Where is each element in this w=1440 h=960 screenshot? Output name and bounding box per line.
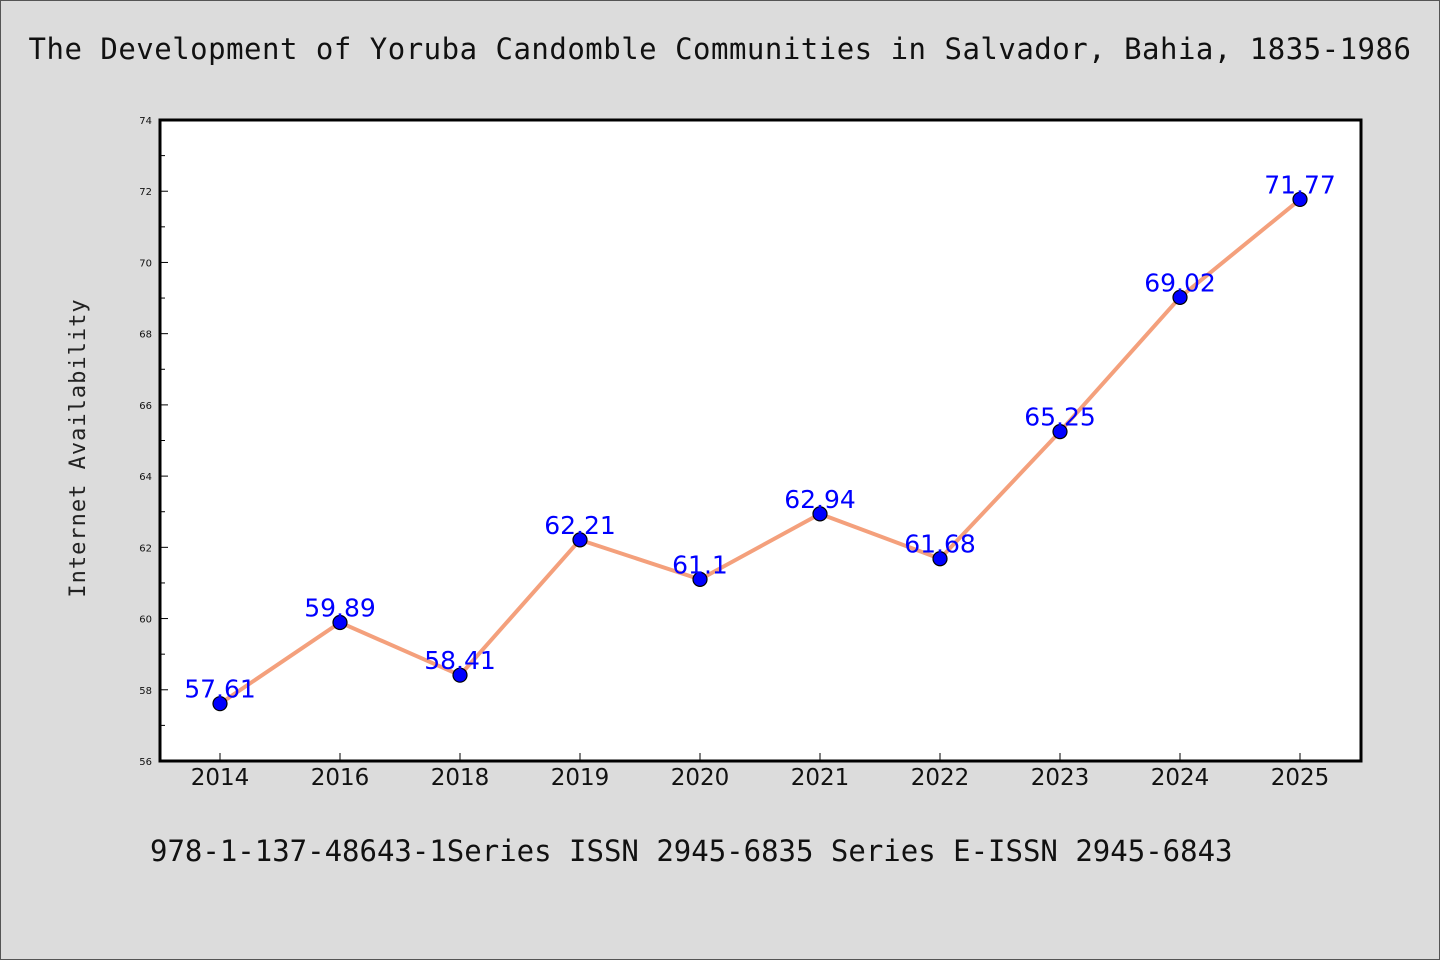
data-point (812, 506, 828, 522)
data-label: 61.1 (672, 550, 728, 579)
data-label: 61.68 (904, 530, 976, 559)
y-tick-label: 62 (139, 543, 152, 554)
x-tick-label: 2025 (1271, 765, 1330, 791)
y-axis-ticks: 56 58 60 62 64 66 68 70 72 74 (139, 116, 168, 768)
y-tick-label: 64 (139, 472, 152, 483)
x-tick-label: 2014 (191, 765, 250, 791)
x-tick-label: 2016 (311, 765, 370, 791)
y-tick-label: 72 (139, 187, 152, 198)
data-label-group: 57.61 59.89 58.41 62.21 61.1 62.94 61.68 65.25 6… (184, 170, 1336, 703)
y-tick-label: 70 (139, 258, 152, 269)
plot-area (158, 118, 1363, 763)
data-label: 65.25 (1024, 403, 1096, 432)
y-tick-label: 56 (139, 757, 152, 768)
data-label: 62.94 (784, 485, 856, 514)
y-tick-label: 74 (139, 116, 152, 127)
y-tick-label: 58 (139, 686, 152, 697)
y-axis-label: Internet Availability (66, 298, 91, 597)
data-point (1172, 289, 1188, 305)
data-point (452, 667, 468, 683)
x-tick-label: 2019 (551, 765, 610, 791)
data-label: 71.77 (1264, 170, 1336, 199)
data-point (332, 614, 348, 631)
y-tick-label: 68 (139, 330, 152, 341)
data-point (212, 696, 228, 712)
y-tick-label: 60 (139, 615, 152, 626)
data-point (1052, 423, 1068, 440)
chart-title: The Development of Yoruba Candomble Comm… (28, 32, 1412, 66)
x-tick-label: 2020 (671, 765, 730, 791)
data-point (932, 551, 948, 567)
data-point (572, 532, 588, 548)
footer-isbn-issn: 978-1-137-48643-1Series ISSN 2945-6835 S… (150, 834, 1233, 868)
data-label: 58.41 (424, 646, 496, 675)
x-tick-label: 2023 (1031, 765, 1090, 791)
data-label: 69.02 (1144, 268, 1216, 297)
data-point (692, 571, 708, 587)
series-line-group (218, 197, 1302, 706)
x-tick-label: 2018 (431, 765, 490, 791)
series-line (218, 197, 1302, 706)
data-label: 62.21 (544, 511, 616, 540)
x-tick-label: 2021 (791, 765, 850, 791)
marker-group (212, 191, 1308, 712)
x-tick-label: 2022 (911, 765, 970, 791)
data-label: 59.89 (304, 593, 376, 622)
y-tick-label: 66 (139, 401, 152, 412)
x-tick-label: 2024 (1151, 765, 1210, 791)
data-label: 57.61 (184, 675, 256, 704)
x-axis-ticks: 2014 2016 2018 2019 2020 2021 2022 2023 2024 2025 (191, 753, 1330, 791)
data-point (1292, 191, 1308, 208)
